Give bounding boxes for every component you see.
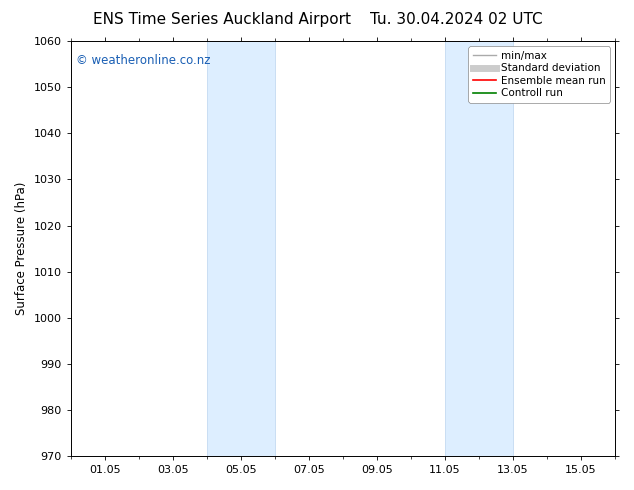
Bar bbox=[445, 41, 513, 456]
Bar bbox=[207, 41, 275, 456]
Text: Tu. 30.04.2024 02 UTC: Tu. 30.04.2024 02 UTC bbox=[370, 12, 543, 27]
Text: © weatheronline.co.nz: © weatheronline.co.nz bbox=[76, 54, 210, 67]
Text: ENS Time Series Auckland Airport: ENS Time Series Auckland Airport bbox=[93, 12, 351, 27]
Y-axis label: Surface Pressure (hPa): Surface Pressure (hPa) bbox=[15, 182, 28, 315]
Legend: min/max, Standard deviation, Ensemble mean run, Controll run: min/max, Standard deviation, Ensemble me… bbox=[469, 47, 610, 102]
